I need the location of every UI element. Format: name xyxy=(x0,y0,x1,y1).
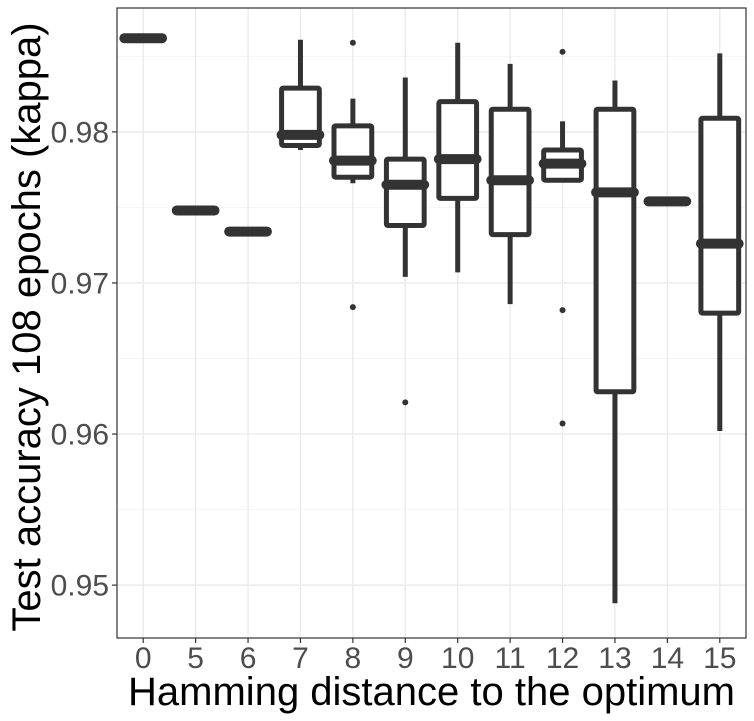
x-tick-label: 11 xyxy=(495,642,526,675)
box-group-9 xyxy=(381,77,430,406)
box-iqr xyxy=(383,156,427,229)
outlier-point xyxy=(402,399,409,406)
y-tick-label: 0.95 xyxy=(51,570,109,603)
x-tick-label: 7 xyxy=(292,642,309,675)
box-iqr xyxy=(436,99,480,201)
box-iqr xyxy=(698,115,742,316)
x-tick-label: 5 xyxy=(187,642,204,675)
x-tick-label: 10 xyxy=(441,642,474,675)
tick-labels: 0.95 0.96 0.97 0.98 0 5 6 7 8 9 10 11 12 13 14 15 xyxy=(51,116,737,675)
box-iqr xyxy=(488,106,532,238)
box-group-8 xyxy=(329,39,377,311)
x-tick-label: 9 xyxy=(397,642,414,675)
outlier-point xyxy=(349,39,356,46)
box-group-15 xyxy=(695,53,744,432)
x-tick-label: 13 xyxy=(598,642,631,675)
box-group-12 xyxy=(538,48,587,427)
x-tick-label: 0 xyxy=(135,642,152,675)
box-iqr xyxy=(593,106,637,395)
y-tick-label: 0.97 xyxy=(51,267,109,300)
x-tick-label: 8 xyxy=(345,642,362,675)
box-iqr xyxy=(331,123,375,180)
box-group-11 xyxy=(486,63,534,305)
x-tick-label: 6 xyxy=(240,642,257,675)
axis-ticks xyxy=(112,131,721,643)
box-group-13 xyxy=(591,80,639,604)
box-group-7 xyxy=(276,39,325,151)
y-tick-label: 0.96 xyxy=(51,419,109,452)
panel-border xyxy=(116,7,747,639)
outlier-point xyxy=(349,304,356,311)
outlier-point xyxy=(559,307,566,314)
y-tick-label: 0.98 xyxy=(51,116,109,149)
x-tick-label: 12 xyxy=(546,642,579,675)
x-tick-label: 14 xyxy=(651,642,684,675)
box-group-10 xyxy=(433,42,482,273)
boxes-layer xyxy=(119,33,744,604)
x-tick-label: 15 xyxy=(703,642,736,675)
outlier-point xyxy=(559,48,566,55)
y-axis-title: Test accuracy 108 epochs (kappa) xyxy=(5,22,49,631)
x-axis-title: Hamming distance to the optimum xyxy=(128,670,735,714)
outlier-point xyxy=(559,420,566,427)
